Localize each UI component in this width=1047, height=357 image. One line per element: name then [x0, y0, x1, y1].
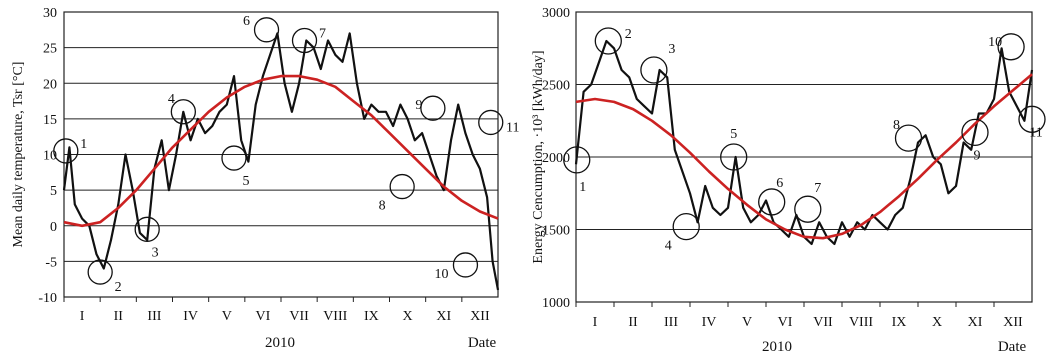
annotation-label: 9: [974, 148, 981, 163]
x-tick-label: IX: [892, 315, 907, 330]
x-tick-label: XI: [436, 309, 451, 324]
x-tick-label: XI: [968, 315, 983, 330]
annotation-circle: [672, 212, 700, 241]
x-axis-label: 2010: [762, 339, 792, 355]
annotation-label: 6: [243, 14, 250, 29]
annotation-circle: [134, 216, 160, 242]
annotation-label: 7: [319, 27, 326, 42]
x-tick-label: IX: [364, 309, 379, 324]
annotation-circle: [170, 99, 197, 125]
fitted-series-line: [575, 73, 1033, 240]
annotation-circle: [452, 252, 479, 278]
annotation-label: 2: [115, 280, 122, 295]
annotation-label: 10: [988, 35, 1002, 50]
measured-series-line: [574, 39, 1034, 246]
annotation-label: 11: [506, 120, 519, 135]
x-tick-label: II: [114, 309, 124, 324]
annotation-label: 5: [242, 174, 249, 189]
fitted-series-line: [63, 74, 499, 228]
annotation-circle: [594, 27, 622, 55]
x-tick-label: VIII: [849, 315, 873, 330]
x-tick-label: VIII: [323, 309, 347, 324]
x-tick-label: VII: [289, 309, 309, 324]
annotation-label: 11: [1029, 125, 1042, 140]
annotation-circle: [420, 95, 446, 121]
annotation-circle: [253, 17, 280, 43]
annotation-circle: [221, 145, 247, 171]
annotation-label: 4: [665, 239, 672, 254]
annotation-label: 8: [893, 118, 900, 133]
annotation-label: 3: [668, 42, 675, 57]
annotation-circle: [997, 33, 1025, 61]
x-tick-label: V: [742, 315, 752, 330]
annotation-label: 5: [730, 127, 737, 142]
annotation-circle: [758, 188, 786, 216]
temperature-chart-panel: 30 25 20 15 10 5 0 -5 -10 I II III IV V VI VII VIII IX X XI…: [0, 0, 520, 357]
annotation-label: 8: [379, 199, 386, 214]
measured-series-line: [62, 32, 500, 291]
annotation-label: 3: [152, 245, 159, 260]
y-tick-label: 3000: [542, 6, 570, 21]
y-tick-label: 1000: [542, 296, 570, 311]
x-tick-label: VI: [778, 315, 793, 330]
y-tick-label: 20: [43, 77, 57, 92]
x-tick-label: VII: [813, 315, 833, 330]
y-tick-label: 5: [50, 184, 57, 199]
x-tick-label: IV: [702, 315, 717, 330]
energy-chart-panel: 3000 2500 2000 1500 1000 I II III IV V VI VII VIII IX…: [520, 0, 1047, 357]
x-tick-label: XII: [1003, 315, 1023, 330]
annotation-circle: [1018, 105, 1046, 133]
annotation-circle: [291, 27, 318, 54]
annotation-circle: [389, 173, 415, 200]
y-tick-label: 0: [50, 220, 57, 235]
y-tick-label: 1500: [542, 224, 570, 239]
x-tick-label: I: [80, 309, 85, 324]
annotation-circle: [53, 138, 79, 164]
x-tick-label: I: [593, 315, 598, 330]
y-tick-label: 15: [43, 113, 57, 128]
annotation-circle: [894, 124, 923, 152]
annotation-label: 4: [168, 92, 175, 107]
y-tick-label: -5: [45, 255, 57, 270]
annotation-label: 1: [579, 180, 586, 195]
y-axis-label: Mean daily temperature, Tsr [°C]: [11, 62, 26, 248]
annotation-label: 2: [625, 27, 632, 42]
annotation-circle: [640, 56, 668, 84]
x-tick-label: V: [222, 309, 232, 324]
annotation-label: 7: [814, 181, 821, 196]
date-label: Date: [998, 339, 1027, 355]
annotation-circle: [563, 146, 591, 174]
date-label: Date: [468, 335, 497, 351]
annotation-label: 9: [415, 98, 422, 113]
annotation-label: 10: [434, 267, 448, 282]
y-tick-label: -10: [38, 291, 57, 306]
annotation-circle: [720, 143, 748, 171]
x-tick-label: II: [628, 315, 638, 330]
y-tick-label: 2000: [542, 151, 570, 166]
annotation-circle: [478, 109, 504, 136]
y-tick-label: 25: [43, 42, 57, 57]
x-tick-label: VI: [256, 309, 271, 324]
x-tick-label: X: [403, 309, 413, 324]
x-axis-label: 2010: [265, 335, 295, 351]
x-tick-label: X: [932, 315, 942, 330]
x-tick-label: III: [147, 309, 161, 324]
y-tick-label: 30: [43, 6, 57, 21]
x-tick-label: III: [664, 315, 678, 330]
annotation-label: 6: [776, 176, 783, 191]
y-axis-label: Energy Cencumption, ·10³ [kWh/day]: [531, 50, 546, 263]
x-tick-label: IV: [183, 309, 198, 324]
x-tick-label: XII: [470, 309, 490, 324]
annotation-circle: [961, 118, 989, 147]
annotation-circle: [87, 259, 113, 285]
annotation-circle: [794, 195, 822, 223]
annotation-label: 1: [80, 137, 87, 152]
y-tick-label: 2500: [542, 79, 570, 94]
